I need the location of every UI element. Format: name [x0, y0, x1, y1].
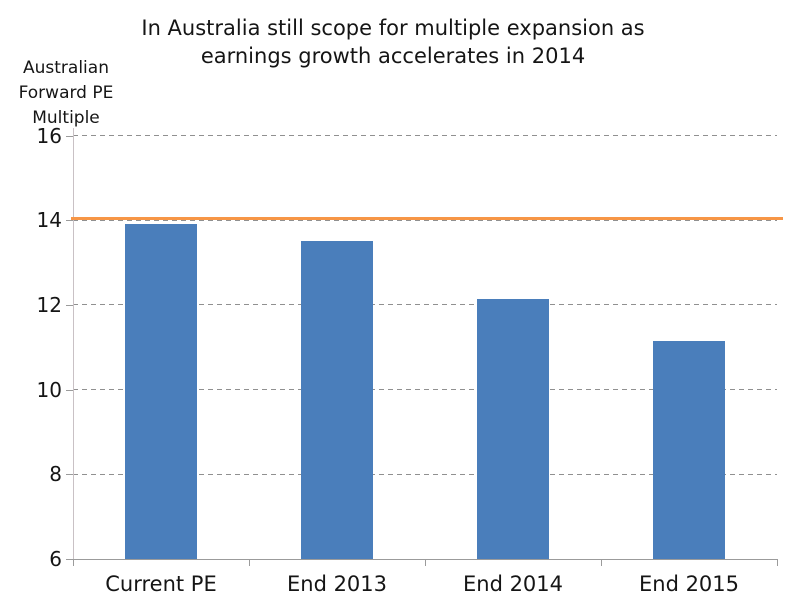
gridline-14 [73, 219, 777, 221]
bar-current-pe [125, 224, 197, 559]
bar-end-2015 [653, 340, 725, 559]
x-axis-label-current-pe: Current PE [105, 572, 217, 596]
chart-title-line2: earnings growth accelerates in 2014 [200, 44, 586, 68]
y-tick-16 [66, 135, 73, 137]
x-tick-2 [425, 559, 426, 566]
gridline-8 [73, 473, 777, 475]
y-axis-title: Australian Forward PE Multiple [2, 56, 130, 131]
y-tick-14 [66, 220, 73, 222]
x-tick-0 [73, 559, 74, 566]
bar-end-2014 [477, 298, 549, 559]
y-tick-6 [66, 559, 73, 560]
reference-pe-line [71, 216, 783, 220]
x-axis-label-end-2014: End 2014 [462, 572, 564, 596]
x-tick-4 [777, 559, 778, 566]
x-axis-label-end-2013: End 2013 [286, 572, 388, 596]
y-tick-10 [66, 389, 73, 391]
bar-end-2013 [301, 241, 373, 559]
y-tick-label-8: 8 [49, 462, 62, 487]
gridline-16 [73, 135, 777, 136]
y-axis-title-line2: Forward PE [18, 83, 114, 103]
x-tick-1 [249, 559, 250, 566]
y-axis-title-line1: Australian [23, 58, 109, 78]
chart-title: In Australia still scope for multiple ex… [0, 14, 786, 70]
y-tick-12 [66, 304, 73, 306]
x-tick-3 [601, 559, 602, 566]
y-tick-label-16: 16 [36, 123, 62, 148]
y-tick-label-14: 14 [36, 208, 62, 233]
y-tick-8 [66, 474, 73, 476]
chart-title-line1: In Australia still scope for multiple ex… [141, 16, 645, 40]
y-axis-title-line3: Multiple [32, 108, 100, 128]
gridline-12 [73, 304, 777, 306]
y-tick-label-12: 12 [36, 292, 62, 317]
y-tick-label-6: 6 [49, 547, 62, 571]
y-tick-label-10: 10 [36, 377, 62, 402]
x-axis-label-end-2015: End 2015 [638, 572, 740, 596]
y-axis-line [73, 127, 74, 559]
gridline-10 [73, 389, 777, 391]
